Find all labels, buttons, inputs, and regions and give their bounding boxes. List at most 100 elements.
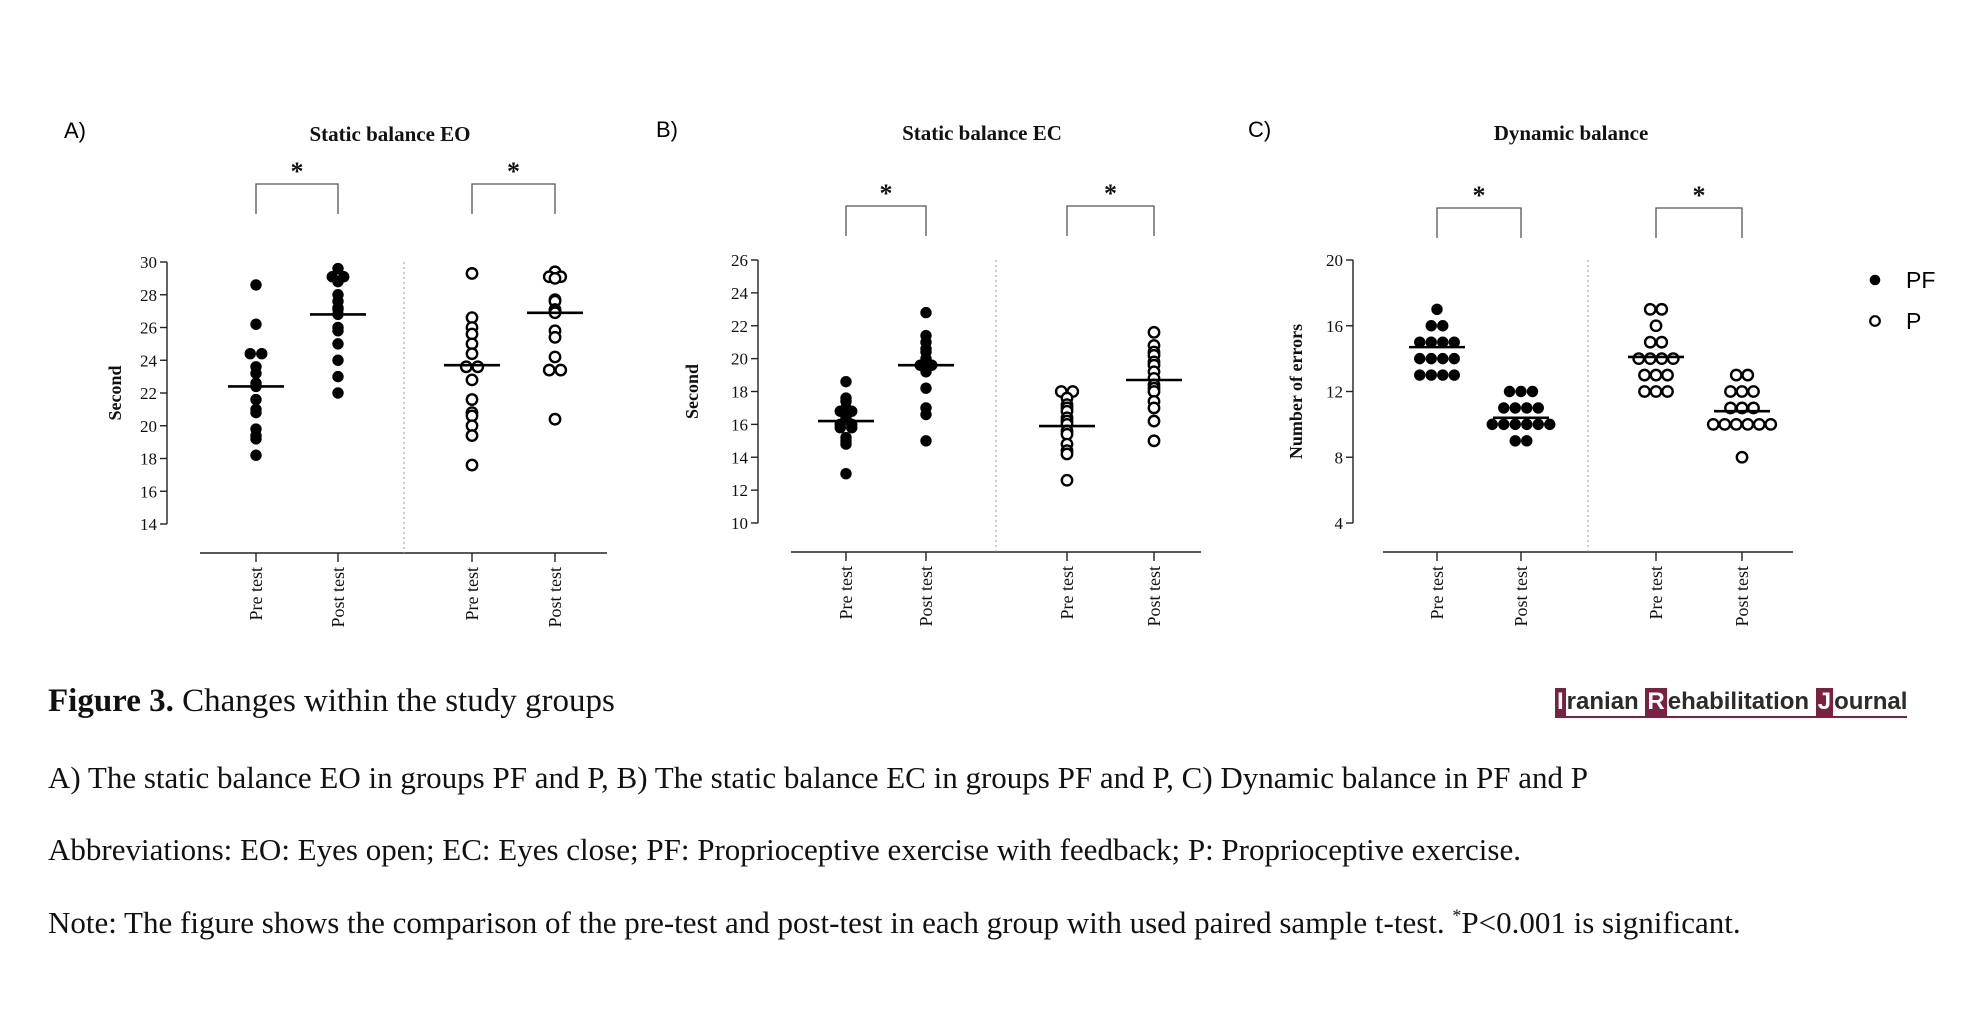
y-tick-label: 18: [140, 450, 157, 469]
data-point-p: [1752, 417, 1766, 431]
y-tick-label: 28: [140, 286, 157, 305]
x-tick-label: Post test: [916, 566, 936, 627]
y-tick-label: 20: [140, 417, 157, 436]
data-point-pf: [834, 421, 846, 434]
significance-bracket: [845, 205, 927, 236]
data-point-p: [1729, 368, 1743, 382]
x-tick-label: Pre test: [1427, 566, 1447, 620]
data-point-pf: [332, 275, 344, 288]
y-axis-label: Second: [105, 365, 125, 420]
y-tick-label: 12: [731, 481, 748, 500]
data-point-p: [1147, 401, 1161, 415]
panel-title: Static balance EC: [902, 121, 1062, 145]
data-point-pf: [840, 467, 852, 480]
data-point-pf: [920, 408, 932, 421]
figure-3-charts: A) Static balance EO 14 16 18 20 22 24 26 28 30 Sec…: [64, 117, 1935, 628]
data-point-pf: [1509, 435, 1521, 447]
y-tick-label: 16: [731, 415, 748, 434]
logo-text-ranian: ranian: [1566, 688, 1646, 715]
data-point-pf: [1544, 418, 1556, 431]
data-point-p: [465, 267, 479, 280]
data-point-pf: [250, 318, 262, 330]
data-point-pf: [1521, 402, 1533, 414]
legend-label: PF: [1906, 267, 1935, 293]
significance-bracket: [1436, 207, 1522, 238]
data-point-p: [1649, 385, 1663, 398]
significance-bracket: [1655, 207, 1743, 238]
data-point-pf: [332, 354, 344, 366]
y-tick-label: 8: [1335, 448, 1344, 467]
data-point-p: [459, 360, 473, 374]
y-tick-label: 26: [731, 251, 748, 270]
data-point-p: [1649, 319, 1663, 333]
y-axis-label: Number of errors: [1286, 324, 1306, 459]
data-point-pf: [1526, 385, 1539, 398]
data-point-p: [1661, 368, 1674, 382]
y-tick-label: 4: [1335, 514, 1344, 533]
data-point-p: [465, 429, 479, 442]
significance-star: *: [291, 157, 304, 186]
significance-star: *: [507, 157, 520, 186]
data-point-pf: [1425, 352, 1437, 365]
data-point-p: [1638, 368, 1651, 382]
y-axis-label: Second: [682, 364, 702, 419]
data-point-p: [1735, 450, 1749, 464]
data-point-p: [1718, 417, 1732, 431]
legend-marker-p: [1869, 315, 1881, 327]
data-point-pf: [1521, 418, 1533, 431]
data-point-pf: [250, 406, 262, 419]
data-point-p: [1764, 417, 1778, 431]
data-point-p: [1649, 368, 1663, 382]
caption-note: Note: The figure shows the comparison of…: [48, 903, 1948, 943]
data-point-p: [1729, 417, 1743, 431]
data-point-p: [1655, 335, 1669, 349]
significance-star: *: [1693, 181, 1706, 210]
figure-title-text: Changes within the study groups: [173, 683, 615, 719]
x-tick-label: Post test: [1511, 566, 1531, 627]
data-point-p: [1638, 385, 1651, 398]
data-point-pf: [256, 348, 268, 360]
data-point-pf: [1414, 369, 1426, 381]
panel-title: Static balance EO: [310, 122, 471, 146]
panel-letter: B): [656, 117, 678, 142]
data-point-pf: [332, 325, 344, 337]
data-point-pf: [332, 387, 344, 399]
data-point-p: [1643, 302, 1657, 316]
significance-bracket: [1066, 205, 1155, 236]
data-point-pf: [1509, 418, 1521, 431]
caption-abbreviations: Abbreviations: EO: Eyes open; EC: Eyes c…: [48, 832, 1521, 867]
data-point-pf: [1414, 352, 1426, 365]
data-point-pf: [1431, 303, 1443, 316]
data-point-pf: [1532, 418, 1544, 431]
data-point-p: [465, 458, 479, 472]
data-point-p: [1632, 352, 1646, 366]
data-point-pf: [332, 262, 344, 275]
data-point-p: [1724, 385, 1737, 398]
data-point-p: [548, 330, 562, 344]
legend-marker-pf: [1869, 274, 1881, 286]
x-tick-label: Pre test: [1646, 566, 1666, 620]
y-tick-label: 22: [140, 384, 157, 403]
data-point-p: [548, 412, 562, 426]
data-point-pf: [1532, 402, 1544, 414]
significance-star: *: [880, 179, 893, 208]
logo-initial-j: J: [1815, 688, 1834, 716]
data-point-pf: [1486, 418, 1498, 431]
data-point-pf: [1448, 369, 1460, 381]
data-point-pf: [1425, 320, 1437, 332]
data-point-pf: [920, 306, 932, 319]
data-point-pf: [840, 438, 852, 450]
logo-initial-i: I: [1555, 688, 1566, 716]
data-point-p: [465, 373, 479, 387]
data-point-pf: [250, 449, 262, 461]
data-point-p: [465, 393, 479, 406]
data-point-pf: [250, 393, 262, 406]
significance-bracket: [255, 183, 339, 214]
data-point-p: [1735, 385, 1749, 398]
data-point-pf: [1448, 352, 1460, 365]
chart-canvas: A) Static balance EO 14 16 18 20 22 24 26 28 30 Sec…: [64, 117, 1935, 628]
data-point-pf: [846, 421, 858, 434]
data-point-pf: [920, 382, 932, 394]
chart-panel-1: A) Static balance EO 14 16 18 20 22 24 26 28 30 Sec…: [64, 118, 607, 628]
